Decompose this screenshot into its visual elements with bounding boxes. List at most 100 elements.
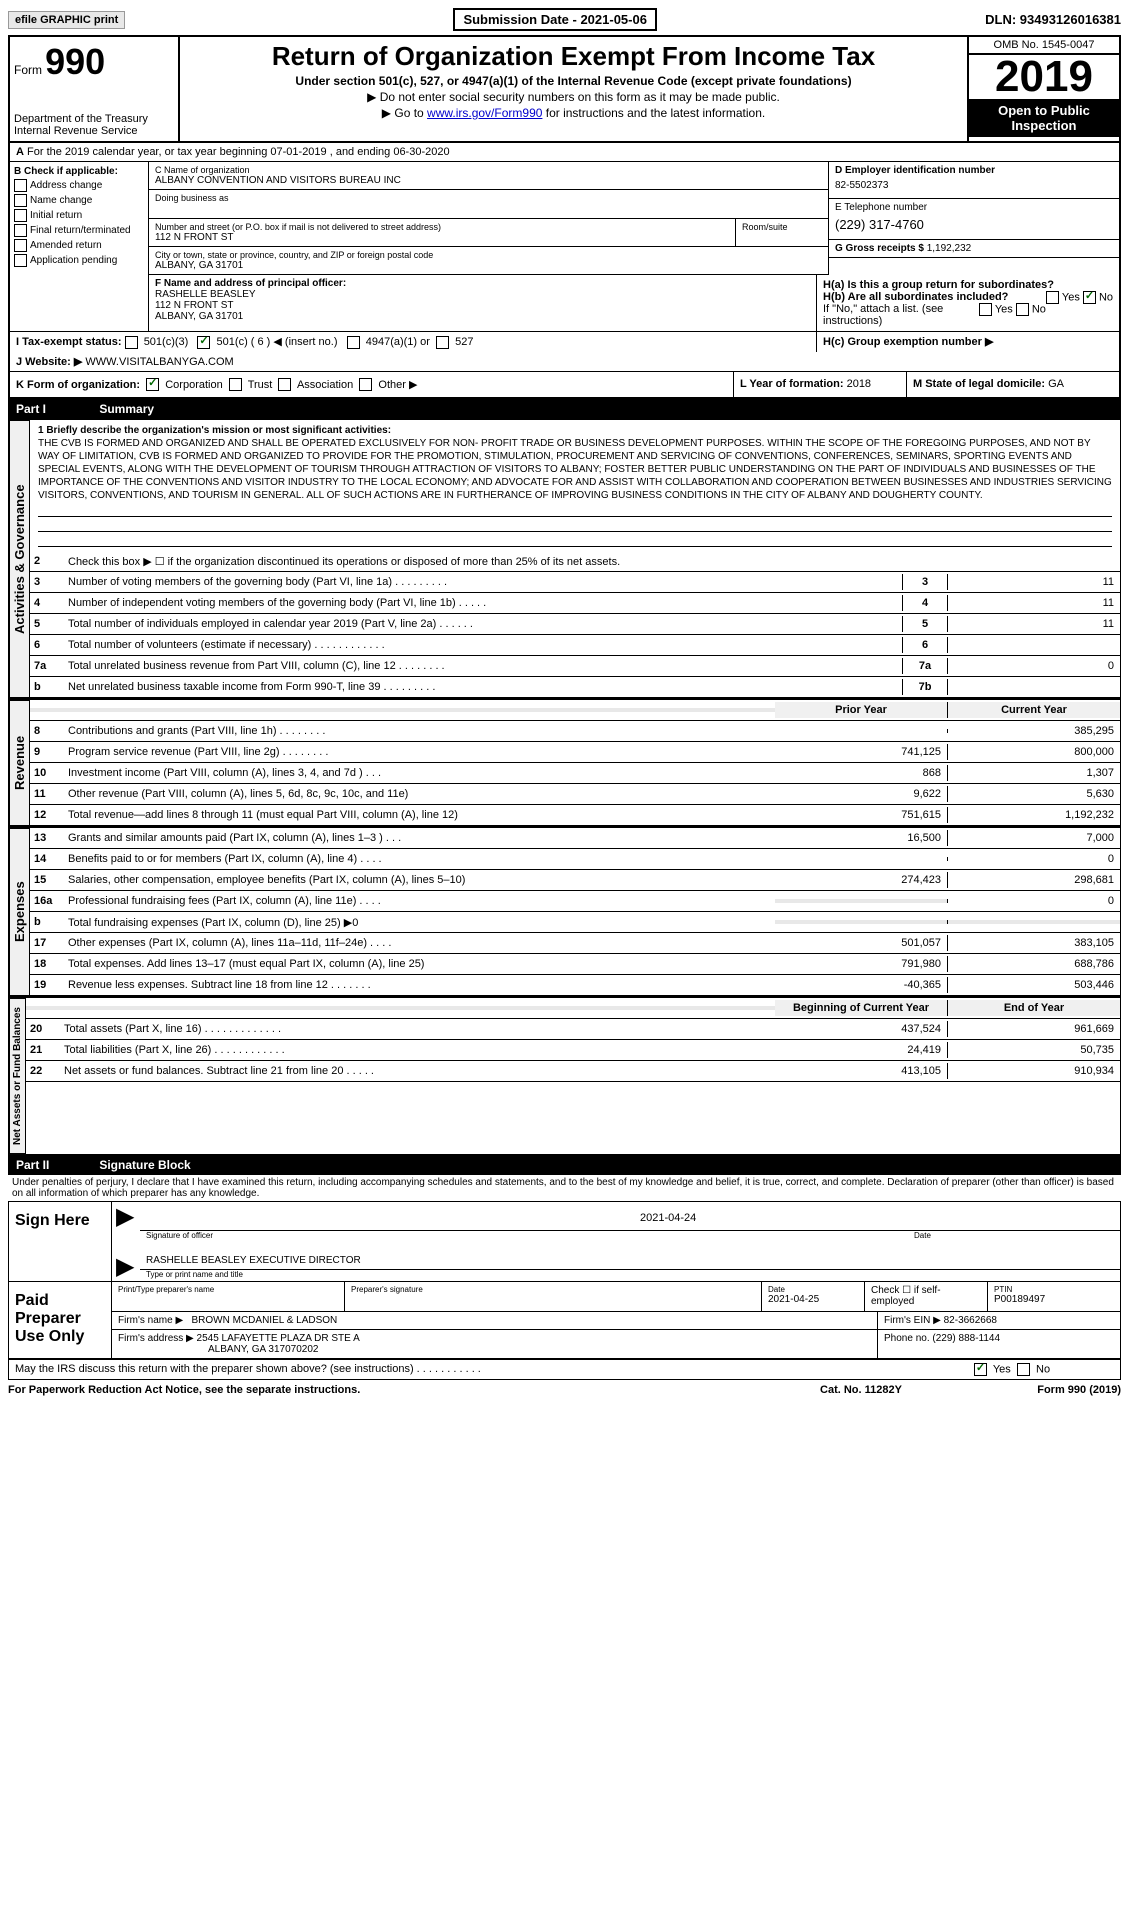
check-501c3[interactable]: [125, 336, 138, 349]
summary-line-16a: 16aProfessional fundraising fees (Part I…: [30, 891, 1120, 912]
department-label: Department of the Treasury Internal Reve…: [14, 83, 174, 137]
year-formed: 2018: [847, 378, 871, 390]
discuss-no[interactable]: [1017, 1363, 1030, 1376]
form-org-row: K Form of organization: Corporation Trus…: [10, 372, 1119, 398]
prep-date-cell: Date 2021-04-25: [762, 1282, 865, 1311]
firm-name: BROWN MCDANIEL & LADSON: [192, 1315, 338, 1326]
summary-line-20: 20Total assets (Part X, line 16) . . . .…: [26, 1019, 1120, 1040]
declaration-text: Under penalties of perjury, I declare th…: [8, 1175, 1121, 1201]
check-527[interactable]: [436, 336, 449, 349]
ein-cell: D Employer identification number 82-5502…: [829, 162, 1119, 199]
paid-preparer-label: Paid Preparer Use Only: [9, 1282, 112, 1358]
group-exemption: H(c) Group exemption number ▶: [816, 332, 1119, 352]
year-formed-cell: L Year of formation: 2018: [733, 372, 906, 398]
open-public-label: Open to Public Inspection: [969, 99, 1119, 137]
footer-right: Form 990 (2019): [961, 1384, 1121, 1396]
check-amended-return[interactable]: Amended return: [14, 239, 144, 252]
check-application-pending[interactable]: Application pending: [14, 254, 144, 267]
efile-label[interactable]: efile GRAPHIC print: [8, 11, 125, 29]
city: ALBANY, GA 31701: [155, 260, 822, 271]
check-other[interactable]: [359, 378, 372, 391]
summary-line-b: bTotal fundraising expenses (Part IX, co…: [30, 912, 1120, 933]
check-final-return[interactable]: Final return/terminated: [14, 224, 144, 237]
part1-header: Part I Summary: [8, 399, 1121, 419]
website[interactable]: WWW.VISITALBANYGA.COM: [85, 356, 233, 368]
summary-line-b: bNet unrelated business taxable income f…: [30, 677, 1120, 698]
vlabel-netassets: Net Assets or Fund Balances: [9, 998, 26, 1154]
expenses-section: Expenses 13Grants and similar amounts pa…: [8, 827, 1121, 997]
netassets-header-row: Beginning of Current Year End of Year: [26, 998, 1120, 1019]
officer-name: RASHELLE BEASLEY: [155, 289, 810, 300]
officer-typed-name: RASHELLE BEASLEY EXECUTIVE DIRECTOR: [140, 1252, 1120, 1270]
part2-header: Part II Signature Block: [8, 1155, 1121, 1175]
firm-city: ALBANY, GA 317070202: [118, 1344, 318, 1355]
address-cell: Number and street (or P.O. box if mail i…: [149, 219, 736, 247]
tax-year: 2019: [969, 55, 1119, 99]
firm-ein: 82-3662668: [944, 1315, 997, 1326]
line-2: 2 Check this box ▶ ☐ if the organization…: [30, 551, 1120, 572]
check-address-change[interactable]: Address change: [14, 179, 144, 192]
irs-link[interactable]: www.irs.gov/Form990: [427, 106, 542, 120]
tax-period: A For the 2019 calendar year, or tax yea…: [10, 143, 1119, 162]
summary-line-10: 10Investment income (Part VIII, column (…: [30, 763, 1120, 784]
title-box: Return of Organization Exempt From Incom…: [180, 37, 967, 141]
form-subtitle: Under section 501(c), 527, or 4947(a)(1)…: [188, 74, 959, 88]
self-emp-cell[interactable]: Check ☐ if self-employed: [865, 1282, 988, 1311]
form-number-box: Form 990 Department of the Treasury Inte…: [10, 37, 180, 141]
gross-cell: G Gross receipts $ 1,192,232: [829, 240, 1119, 258]
phone-cell: E Telephone number (229) 317-4760: [829, 199, 1119, 240]
ein: 82-5502373: [835, 176, 1113, 195]
check-initial-return[interactable]: Initial return: [14, 209, 144, 222]
org-name-cell: C Name of organization ALBANY CONVENTION…: [149, 162, 829, 190]
domicile: GA: [1048, 378, 1064, 390]
org-info-grid: B Check if applicable: Address change Na…: [10, 162, 1119, 331]
check-name-change[interactable]: Name change: [14, 194, 144, 207]
summary-line-7a: 7aTotal unrelated business revenue from …: [30, 656, 1120, 677]
discuss-yes[interactable]: [974, 1363, 987, 1376]
note-ssn: ▶ Do not enter social security numbers o…: [188, 90, 959, 104]
mission-block: 1 Briefly describe the organization's mi…: [30, 420, 1120, 551]
vlabel-expenses: Expenses: [9, 828, 30, 996]
sig-date: 2021-04-24: [640, 1212, 740, 1224]
top-bar: efile GRAPHIC print Submission Date - 20…: [8, 8, 1121, 31]
summary-line-8: 8Contributions and grants (Part VIII, li…: [30, 721, 1120, 742]
officer-city: ALBANY, GA 31701: [155, 311, 810, 322]
check-corporation[interactable]: [146, 378, 159, 391]
year-box: OMB No. 1545-0047 2019 Open to Public In…: [967, 37, 1119, 141]
firm-phone-cell: Phone no. (229) 888-1144: [878, 1330, 1120, 1358]
right-col: D Employer identification number 82-5502…: [829, 162, 1119, 275]
dln: DLN: 93493126016381: [985, 12, 1121, 27]
officer-cell: F Name and address of principal officer:…: [149, 275, 817, 331]
website-row: J Website: ▶ WWW.VISITALBANYGA.COM: [10, 352, 1119, 372]
check-label: B Check if applicable:: [14, 166, 144, 177]
firm-addr-cell: Firm's address ▶ 2545 LAFAYETTE PLAZA DR…: [112, 1330, 878, 1358]
summary-line-3: 3Number of voting members of the governi…: [30, 572, 1120, 593]
signature-section: Sign Here ▶ Signature of officer Date 20…: [8, 1201, 1121, 1360]
netassets-section: Net Assets or Fund Balances Beginning of…: [8, 997, 1121, 1155]
check-501c[interactable]: [197, 336, 210, 349]
firm-name-cell: Firm's name ▶ BROWN MCDANIEL & LADSON: [112, 1312, 878, 1329]
summary-line-13: 13Grants and similar amounts paid (Part …: [30, 828, 1120, 849]
check-trust[interactable]: [229, 378, 242, 391]
summary-line-18: 18Total expenses. Add lines 13–17 (must …: [30, 954, 1120, 975]
summary-line-19: 19Revenue less expenses. Subtract line 1…: [30, 975, 1120, 996]
phone: (229) 317-4760: [835, 213, 1113, 236]
summary-line-11: 11Other revenue (Part VIII, column (A), …: [30, 784, 1120, 805]
summary-line-6: 6Total number of volunteers (estimate if…: [30, 635, 1120, 656]
dba-cell: Doing business as: [149, 190, 829, 219]
summary-line-15: 15Salaries, other compensation, employee…: [30, 870, 1120, 891]
check-association[interactable]: [278, 378, 291, 391]
group-return-cell: H(a) Is this a group return for subordin…: [817, 275, 1119, 331]
gross-receipts: 1,192,232: [927, 243, 972, 254]
check-4947[interactable]: [347, 336, 360, 349]
checkboxes-col: B Check if applicable: Address change Na…: [10, 162, 149, 331]
summary-line-5: 5Total number of individuals employed in…: [30, 614, 1120, 635]
vlabel-revenue: Revenue: [9, 700, 30, 826]
date-label: Date: [908, 1231, 1120, 1240]
sign-arrow-icon: ▶: [112, 1202, 140, 1252]
year-header-row: Prior Year Current Year: [30, 700, 1120, 721]
sig-officer-label: Signature of officer: [140, 1231, 908, 1240]
room-cell: Room/suite: [736, 219, 829, 247]
firm-ein-cell: Firm's EIN ▶ 82-3662668: [878, 1312, 1120, 1329]
summary-line-21: 21Total liabilities (Part X, line 26) . …: [26, 1040, 1120, 1061]
